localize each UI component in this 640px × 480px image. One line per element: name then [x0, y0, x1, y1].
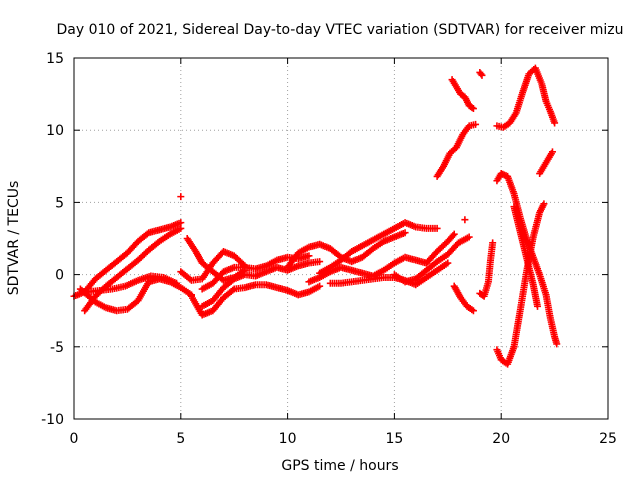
series-track-10 [284, 229, 409, 271]
plot-frame [73, 57, 609, 420]
x-tick-label: 25 [599, 431, 617, 447]
series-track-15 [433, 120, 480, 180]
data-point [548, 148, 556, 156]
x-tick-label: 15 [385, 431, 403, 447]
series-track-11 [316, 219, 441, 277]
series-track-23 [493, 170, 561, 348]
data-point [177, 224, 185, 232]
series-track-26 [536, 148, 556, 178]
axis-ticks [73, 57, 609, 420]
series-track-25 [493, 64, 559, 131]
data-point [472, 120, 480, 128]
x-tick-label: 0 [70, 431, 79, 447]
data-point [177, 193, 185, 201]
series-track-18 [450, 282, 477, 315]
data-point [316, 258, 324, 266]
series-track-7 [187, 281, 324, 319]
data-point [489, 239, 497, 247]
x-tick-labels: 0 5 10 15 20 25 [70, 431, 617, 447]
y-tick-label: -5 [50, 340, 64, 356]
y-tick-label: -10 [41, 412, 64, 428]
series-track-14 [390, 233, 473, 286]
y-tick-labels: -10 -5 0 5 10 15 [41, 51, 64, 428]
x-tick-label: 10 [279, 431, 297, 447]
x-tick-label: 5 [176, 431, 185, 447]
data-point [173, 279, 181, 287]
data-point [449, 232, 457, 240]
y-tick-label: 0 [55, 268, 64, 284]
series-track-19 [476, 239, 497, 300]
series-track-20 [461, 216, 469, 224]
data-point [461, 216, 469, 224]
grid-lines [74, 58, 608, 419]
data-point [305, 252, 313, 260]
data-point [540, 200, 548, 208]
data-point [478, 71, 486, 79]
data-points [70, 64, 561, 368]
x-tick-label: 20 [492, 431, 510, 447]
data-point [534, 302, 542, 310]
chart-title: Day 010 of 2021, Sidereal Day-to-day VTE… [57, 22, 624, 38]
x-axis-label: GPS time / hours [281, 458, 398, 474]
data-point [551, 119, 559, 127]
data-point [469, 307, 477, 315]
y-tick-label: 5 [55, 195, 64, 211]
series-track-24 [510, 203, 542, 310]
data-point [401, 229, 409, 237]
y-tick-label: 15 [46, 51, 64, 67]
series-track-17 [476, 68, 486, 79]
data-point [465, 233, 473, 241]
data-point [477, 70, 485, 78]
data-point [469, 105, 477, 113]
data-point [316, 282, 324, 290]
series-track-16 [448, 76, 477, 113]
data-point [444, 259, 452, 267]
series-track-21 [177, 193, 185, 201]
data-point [433, 224, 441, 232]
y-axis-label: SDTVAR / TECUs [6, 181, 22, 296]
series-track-1 [70, 219, 185, 300]
data-point [450, 230, 458, 238]
data-point [468, 104, 476, 112]
y-tick-label: 10 [46, 123, 64, 139]
series-track-4 [83, 272, 181, 296]
data-point [553, 340, 561, 348]
data-point [229, 286, 237, 294]
